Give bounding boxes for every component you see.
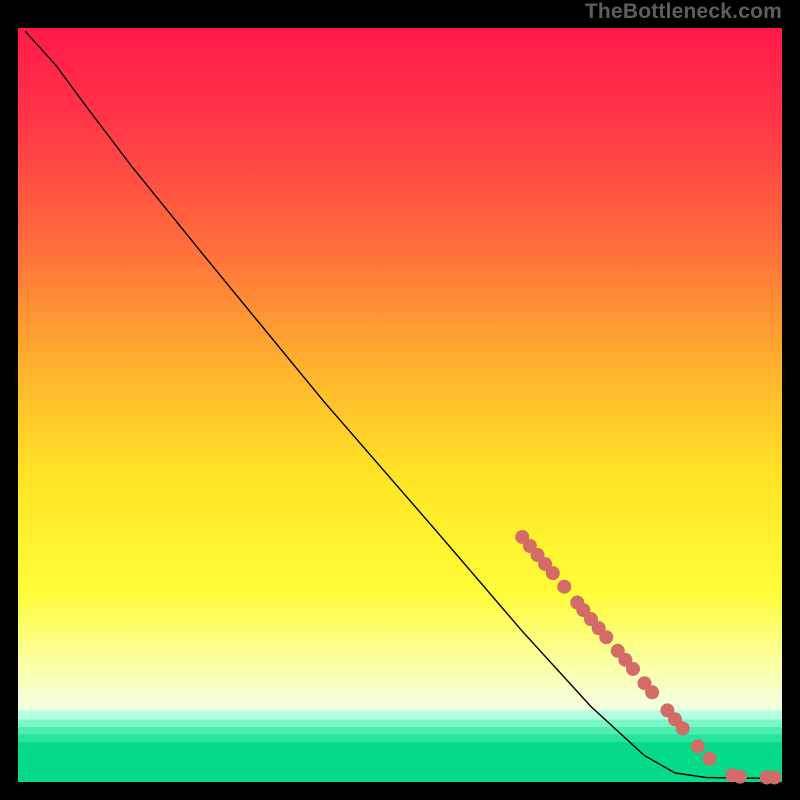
scatter-point <box>702 752 716 766</box>
plot-background <box>18 28 782 782</box>
scatter-point <box>676 721 690 735</box>
scatter-point <box>546 566 560 580</box>
scatter-point <box>645 685 659 699</box>
scatter-point <box>691 740 705 754</box>
scatter-point <box>557 580 571 594</box>
scatter-point <box>626 662 640 676</box>
scatter-point <box>733 770 747 784</box>
stage: TheBottleneck.com <box>0 0 800 800</box>
chart-svg <box>0 0 800 800</box>
scatter-point <box>767 770 781 784</box>
scatter-point <box>599 630 613 644</box>
